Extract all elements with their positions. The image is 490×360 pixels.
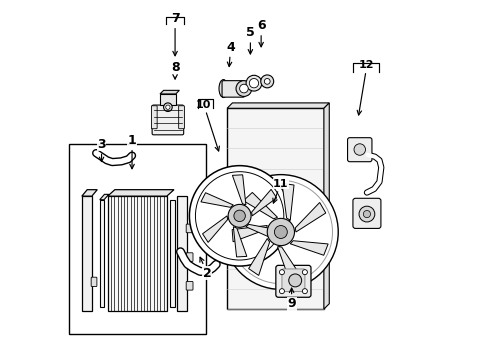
Polygon shape [202,216,228,242]
Text: 5: 5 [246,27,255,54]
Circle shape [354,144,366,155]
Polygon shape [177,196,187,311]
Polygon shape [227,103,329,108]
Polygon shape [248,239,270,275]
FancyBboxPatch shape [152,105,184,135]
FancyBboxPatch shape [186,282,193,290]
Circle shape [302,270,307,275]
Text: 12: 12 [357,60,375,115]
Polygon shape [171,200,175,307]
Circle shape [364,211,370,218]
Polygon shape [201,193,233,207]
Bar [69,144,205,334]
Polygon shape [232,225,267,242]
Text: 1: 1 [128,134,136,169]
Polygon shape [160,90,179,94]
Ellipse shape [219,80,228,98]
Circle shape [267,219,294,246]
FancyBboxPatch shape [222,81,245,97]
Polygon shape [232,175,246,205]
Text: 9: 9 [287,288,296,310]
FancyBboxPatch shape [347,138,372,162]
Text: 10: 10 [196,100,220,151]
Text: 8: 8 [171,60,179,79]
FancyBboxPatch shape [186,253,193,261]
Circle shape [190,166,290,266]
Circle shape [359,206,375,222]
Circle shape [223,175,338,289]
Text: 6: 6 [257,19,266,47]
Bar [227,108,324,309]
FancyBboxPatch shape [282,269,305,292]
Bar [160,94,176,105]
Circle shape [261,75,274,88]
Polygon shape [282,183,294,220]
Circle shape [302,289,307,294]
FancyBboxPatch shape [91,277,97,287]
Polygon shape [82,196,92,311]
Polygon shape [324,103,329,309]
Polygon shape [246,224,278,239]
Circle shape [228,204,251,227]
Polygon shape [244,193,277,219]
Circle shape [265,78,270,84]
Text: 11: 11 [273,179,289,203]
FancyBboxPatch shape [179,106,184,129]
Text: 2: 2 [200,257,212,280]
Circle shape [164,103,172,112]
Circle shape [234,210,245,222]
Circle shape [240,84,248,93]
Circle shape [279,270,285,275]
Circle shape [166,105,170,109]
FancyBboxPatch shape [276,265,311,297]
Circle shape [279,289,285,294]
Circle shape [249,78,259,88]
FancyBboxPatch shape [186,224,193,233]
Polygon shape [295,202,326,232]
Polygon shape [108,190,174,196]
FancyBboxPatch shape [151,106,157,129]
Polygon shape [277,247,301,280]
Text: 4: 4 [226,41,235,67]
Polygon shape [233,227,247,257]
Polygon shape [290,241,328,255]
Text: 3: 3 [97,138,106,162]
Polygon shape [251,189,277,216]
FancyBboxPatch shape [353,198,381,228]
Circle shape [289,274,302,287]
Polygon shape [100,194,109,200]
Polygon shape [108,196,167,311]
Polygon shape [82,190,97,196]
Circle shape [274,226,287,238]
Circle shape [236,81,252,96]
Circle shape [246,75,262,91]
Text: 7: 7 [171,12,179,56]
Polygon shape [100,200,104,307]
